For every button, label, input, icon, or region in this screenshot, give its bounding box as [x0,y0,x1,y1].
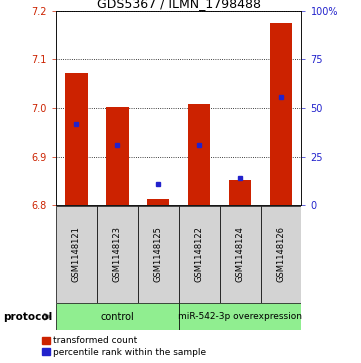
FancyBboxPatch shape [138,206,179,303]
Text: control: control [100,312,134,322]
Text: GSM1148122: GSM1148122 [195,227,204,282]
FancyBboxPatch shape [179,206,219,303]
Bar [188,104,210,205]
FancyBboxPatch shape [219,206,261,303]
FancyBboxPatch shape [97,206,138,303]
Bar [65,73,88,205]
Legend: transformed count, percentile rank within the sample: transformed count, percentile rank withi… [41,335,208,359]
Text: GSM1148121: GSM1148121 [72,227,81,282]
FancyBboxPatch shape [56,303,179,330]
Text: GSM1148124: GSM1148124 [236,227,244,282]
Text: miR-542-3p overexpression: miR-542-3p overexpression [178,312,302,321]
Bar [147,199,170,205]
FancyBboxPatch shape [56,206,97,303]
Text: GSM1148126: GSM1148126 [277,227,286,282]
Bar [106,107,129,205]
Text: GSM1148125: GSM1148125 [154,227,163,282]
Text: GSM1148123: GSM1148123 [113,227,122,282]
Text: protocol: protocol [4,311,53,322]
Bar [270,23,292,205]
Bar [229,180,251,205]
FancyBboxPatch shape [179,303,301,330]
Title: GDS5367 / ILMN_1798488: GDS5367 / ILMN_1798488 [97,0,261,10]
FancyBboxPatch shape [261,206,301,303]
